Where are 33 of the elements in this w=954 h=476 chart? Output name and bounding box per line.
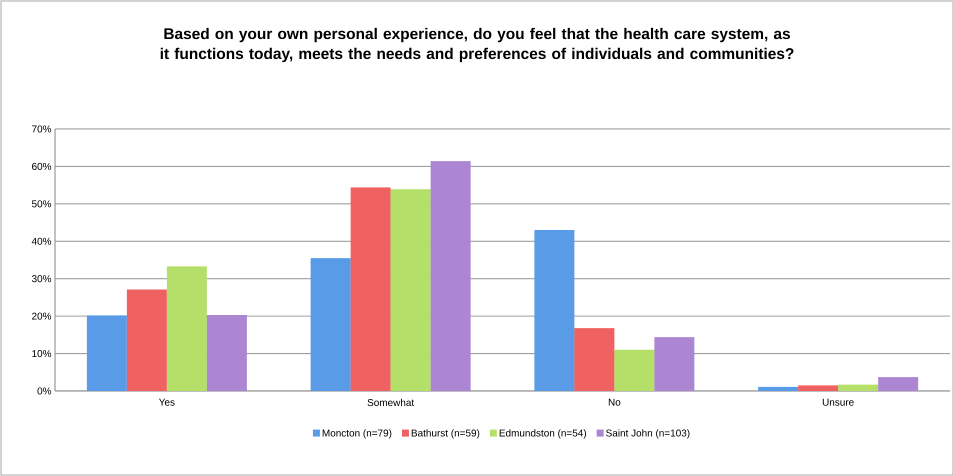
y-tick-label: 40% (32, 238, 52, 245)
legend-label: Saint John (n=103) (606, 429, 690, 439)
bar (574, 328, 614, 391)
bar (534, 230, 574, 391)
x-tick-label: Yes (158, 398, 175, 406)
bar (878, 377, 918, 391)
bar (654, 337, 694, 391)
bar (310, 258, 351, 391)
bar (758, 386, 798, 391)
bar (798, 385, 838, 391)
y-tick-label: 0% (37, 387, 52, 395)
y-tick-label: 70% (32, 125, 52, 133)
bar (614, 350, 654, 391)
legend-label: Edmundston (n=54) (500, 429, 586, 439)
bar (430, 161, 471, 391)
bar (350, 187, 391, 391)
legend-label: Bathurst (n=59) (412, 429, 480, 439)
bar (166, 266, 207, 391)
x-tick-label: Somewhat (368, 398, 414, 406)
y-tick-label: 60% (32, 162, 52, 170)
bar (86, 315, 127, 391)
y-tick-label: 30% (32, 275, 52, 282)
bar (390, 189, 431, 391)
y-tick-label: 10% (32, 350, 52, 358)
x-tick-label: Unsure (822, 398, 854, 406)
bar (206, 315, 247, 391)
y-tick-label: 20% (32, 312, 52, 320)
legend-label: Moncton (n=79) (322, 429, 392, 439)
bar (838, 384, 878, 391)
bar (126, 290, 167, 391)
y-tick-label: 50% (32, 200, 52, 208)
chart-title: Based on your own personal experience, do you feel that the health care system, as it functions today, meets the needs and preferences of individuals and communities? (160, 28, 794, 62)
x-tick-label: No (608, 398, 620, 406)
